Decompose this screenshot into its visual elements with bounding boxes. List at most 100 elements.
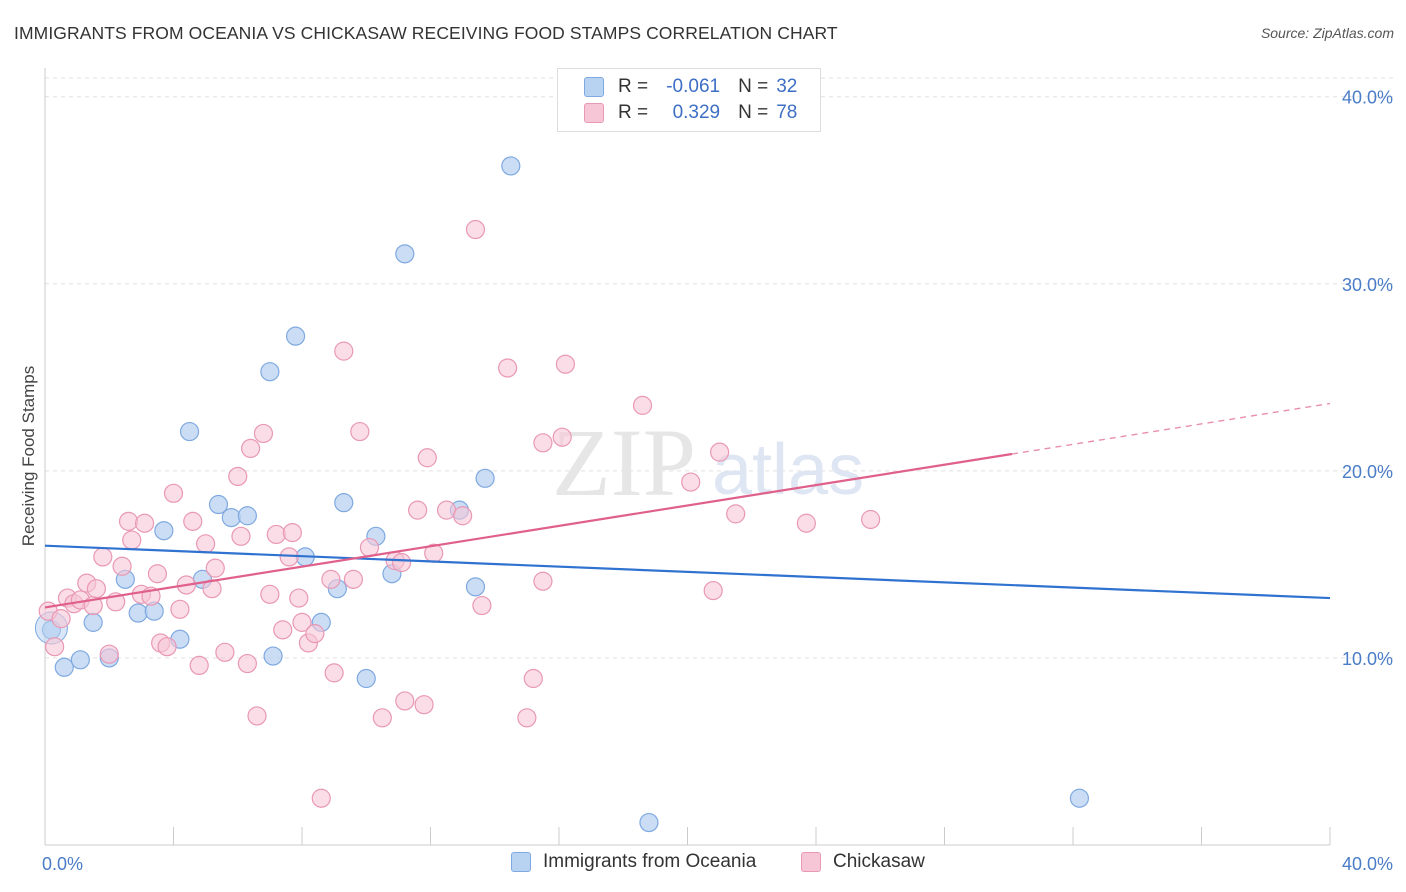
n-value: 32 [776,76,798,97]
legend-item-chickasaw[interactable]: Chickasaw [801,851,925,873]
data-point-oceania [1069,788,1090,808]
axes [44,68,1331,846]
data-point-oceania [208,494,229,515]
data-point-chickasaw [215,642,235,662]
data-point-chickasaw [99,644,119,664]
data-point-oceania [154,521,174,541]
trend-lines [44,402,1331,609]
data-point-chickasaw [183,511,203,531]
data-point-chickasaw [321,569,341,589]
data-point-chickasaw [710,442,730,462]
data-point-chickasaw [205,558,225,578]
data-point-chickasaw [523,668,543,689]
data-point-oceania [260,362,280,382]
data-point-oceania [237,506,257,526]
data-point-chickasaw [163,483,184,503]
stats-legend: R = -0.061 N = 32 R = 0.329 N = 78 [557,68,821,132]
data-point-chickasaw [324,663,344,683]
x-tick-label: 40.0% [1342,854,1393,874]
data-point-chickasaw [391,552,412,573]
trend-line-chickasaw-extension [1011,402,1331,455]
data-point-chickasaw [343,569,363,589]
data-point-chickasaw [632,395,653,415]
data-point-chickasaw [453,506,473,526]
data-point-chickasaw [260,584,280,604]
data-point-oceania [501,156,521,176]
data-point-chickasaw [372,708,392,728]
r-value: 0.329 [672,102,721,123]
n-label: N = [738,102,769,123]
x-tick-label: 0.0% [42,854,83,874]
legend-swatch-oceania [584,77,604,97]
data-point-chickasaw [112,556,132,576]
data-point-chickasaw [555,354,576,374]
data-point-chickasaw [472,595,492,616]
data-point-chickasaw [147,564,168,584]
data-point-chickasaw [311,788,331,808]
data-point-chickasaw [86,579,107,599]
r-value: -0.061 [666,76,721,97]
data-point-chickasaw [134,513,155,533]
data-point-chickasaw [196,534,216,554]
data-point-oceania [356,668,376,689]
data-point-chickasaw [51,609,71,629]
series-chickasaw-points [38,219,881,808]
data-point-chickasaw [498,358,518,378]
r-label: R = [618,102,649,123]
legend-swatch-oceania [511,852,531,872]
source-credit: Source: ZipAtlas.com [1260,25,1394,41]
data-point-chickasaw [465,219,486,240]
data-point-chickasaw [157,637,177,657]
data-point-oceania [83,612,103,632]
data-point-chickasaw [861,509,881,530]
data-point-chickasaw [253,423,274,444]
data-point-chickasaw [241,438,261,459]
watermark-zip: ZIP [552,409,696,516]
data-point-chickasaw [202,579,222,599]
data-point-chickasaw [408,500,428,520]
data-point-chickasaw [247,706,267,726]
grid-lines [45,77,1395,659]
legend-swatch-chickasaw [584,103,604,123]
r-label: R = [618,76,649,97]
data-point-chickasaw [292,612,312,632]
data-point-oceania [70,650,90,670]
data-point-chickasaw [170,599,190,619]
data-point-oceania [128,603,148,623]
data-point-oceania [639,812,659,833]
data-point-chickasaw [436,500,457,520]
y-tick-label: 10.0% [1342,649,1393,669]
data-point-chickasaw [93,547,113,567]
data-point-chickasaw [552,427,572,447]
data-point-chickasaw [273,620,293,640]
data-point-oceania [221,508,241,528]
stats-legend-row-chickasaw: R = 0.329 N = 78 [584,100,797,126]
data-point-oceania [475,468,495,488]
data-point-chickasaw [289,588,309,608]
legend-item-oceania[interactable]: Immigrants from Oceania [511,851,756,873]
data-point-oceania [285,326,306,346]
n-value: 78 [776,102,798,123]
data-point-oceania [179,421,200,442]
stats-legend-row-oceania: R = -0.061 N = 32 [584,74,797,100]
data-point-chickasaw [231,526,251,546]
legend-label-chickasaw: Chickasaw [833,851,925,872]
y-tick-label: 30.0% [1342,275,1393,295]
trend-line-chickasaw [44,452,1013,609]
data-point-chickasaw [417,448,437,468]
y-axis-label: Receiving Food Stamps [19,366,38,546]
y-tick-label: 40.0% [1342,88,1393,108]
data-point-chickasaw [517,708,537,728]
data-point-oceania [395,244,415,264]
data-point-chickasaw [122,530,142,550]
data-point-chickasaw [266,524,286,545]
data-point-chickasaw [796,513,816,533]
data-point-chickasaw [533,433,553,453]
series-legend: Immigrants from Oceania Chickasaw [0,851,1406,879]
data-point-chickasaw [45,637,65,657]
data-point-chickasaw [189,655,209,676]
data-point-chickasaw [118,511,139,531]
data-point-chickasaw [237,653,257,674]
data-point-chickasaw [414,695,434,715]
